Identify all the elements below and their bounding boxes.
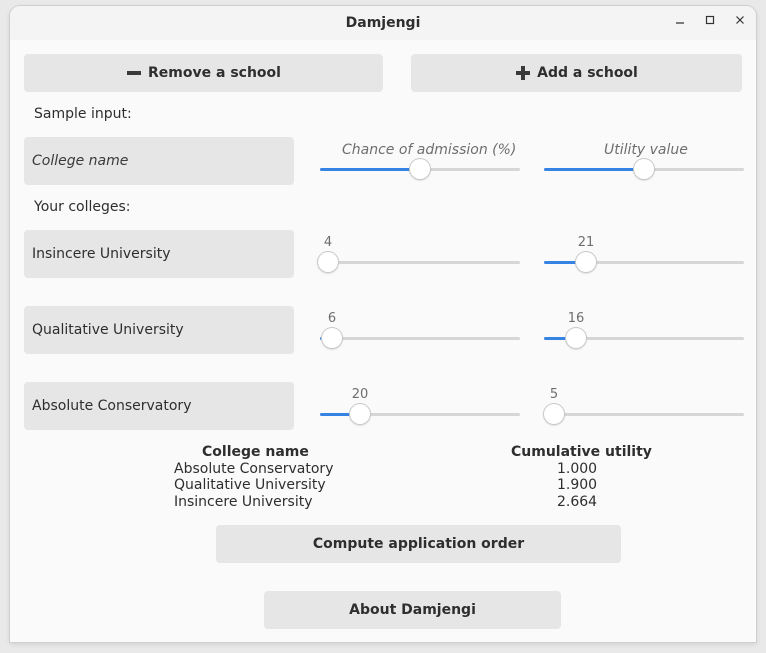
results-row-name: Absolute Conservatory <box>174 461 334 477</box>
app-window: Damjengi Remove a school Add a school Sa… <box>10 6 756 642</box>
results-header-utility: Cumulative utility <box>511 444 652 460</box>
slider-track <box>544 337 744 340</box>
utility-header: Utility value <box>604 142 688 158</box>
slider-track <box>320 413 520 416</box>
remove-school-label: Remove a school <box>148 65 281 81</box>
about-button[interactable]: About Damjengi <box>264 591 561 629</box>
results-row-name: Qualitative University <box>174 477 326 493</box>
close-icon[interactable] <box>731 14 749 32</box>
slider-track <box>544 261 744 264</box>
slider-handle[interactable] <box>410 159 430 179</box>
results-row-utility: 1.900 <box>557 477 598 493</box>
sample-chance-slider[interactable] <box>320 154 520 184</box>
slider-fill <box>544 168 644 171</box>
college-name-field[interactable]: Qualitative University <box>24 306 294 354</box>
slider-track <box>320 261 520 264</box>
compute-order-label: Compute application order <box>312 536 525 552</box>
slider-track <box>320 337 520 340</box>
slider-fill <box>544 337 576 340</box>
slider-handle[interactable] <box>544 404 564 424</box>
slider-value: 16 <box>567 311 585 326</box>
remove-school-button[interactable]: Remove a school <box>24 54 383 92</box>
slider-value: 6 <box>327 311 337 326</box>
add-school-label: Add a school <box>537 65 638 81</box>
sample-utility-slider[interactable] <box>544 154 744 184</box>
your-colleges-label: Your colleges: <box>34 199 131 215</box>
slider-handle[interactable] <box>350 404 370 424</box>
college-utility-slider[interactable]: 5 <box>544 387 744 429</box>
results-row-name: Insincere University <box>174 494 313 510</box>
slider-handle[interactable] <box>576 252 596 272</box>
slider-handle[interactable] <box>634 159 654 179</box>
college-chance-slider[interactable]: 20 <box>320 387 520 429</box>
chance-header: Chance of admission (%) <box>342 142 517 158</box>
results-row-utility: 2.664 <box>557 494 598 510</box>
college-name-input[interactable]: College name <box>24 137 294 185</box>
results-header-name: College name <box>202 444 309 460</box>
college-name-field[interactable]: Absolute Conservatory <box>24 382 294 430</box>
college-utility-slider[interactable]: 16 <box>544 311 744 353</box>
slider-value: 20 <box>351 387 369 402</box>
sample-input-label: Sample input: <box>34 106 132 122</box>
slider-value: 5 <box>549 387 559 402</box>
maximize-icon[interactable] <box>701 14 719 32</box>
slider-handle[interactable] <box>566 328 586 348</box>
slider-handle[interactable] <box>318 252 338 272</box>
slider-fill <box>320 168 420 171</box>
slider-handle[interactable] <box>322 328 342 348</box>
slider-value: 4 <box>323 235 333 250</box>
slider-fill <box>544 261 586 264</box>
slider-track <box>544 413 744 416</box>
compute-order-button[interactable]: Compute application order <box>216 525 621 563</box>
plus-icon <box>515 65 531 81</box>
college-chance-slider[interactable]: 6 <box>320 311 520 353</box>
slider-fill <box>320 413 360 416</box>
college-utility-slider[interactable]: 21 <box>544 235 744 277</box>
title-bar[interactable]: Damjengi <box>10 6 756 40</box>
results-row-utility: 1.000 <box>557 461 598 477</box>
college-name-field[interactable]: Insincere University <box>24 230 294 278</box>
add-school-button[interactable]: Add a school <box>411 54 742 92</box>
slider-value: 21 <box>577 235 595 250</box>
window-title: Damjengi <box>345 15 421 31</box>
college-chance-slider[interactable]: 4 <box>318 235 520 277</box>
about-label: About Damjengi <box>349 602 476 618</box>
minimize-icon[interactable] <box>671 14 689 32</box>
minus-icon <box>126 65 142 81</box>
